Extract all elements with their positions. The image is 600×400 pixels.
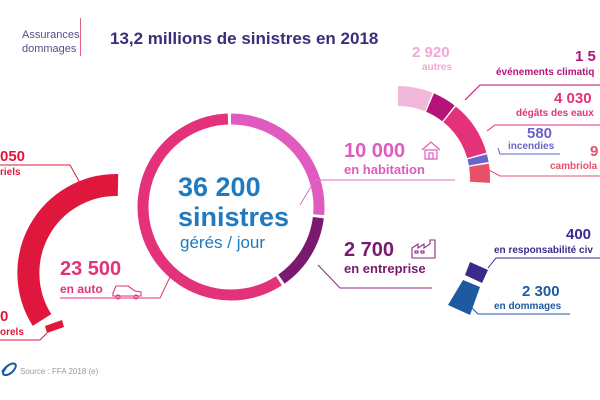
incendies-value: 580 [527,125,553,142]
entreprise-arc [448,262,488,315]
climatiques-label: événements climatiq [496,67,595,78]
rc-value: 400 [566,226,592,243]
center-value: 36 200 [178,172,261,202]
dommages-label: en dommages [494,301,562,312]
connector-auto [60,276,171,299]
connector-habitation [299,179,455,206]
degats-label: dégâts des eaux [516,108,594,119]
auto-value: 23 500 [60,258,122,280]
cambriolages-label: cambriola [550,161,598,172]
degats-value: 4 030 [554,90,592,107]
habitation-arc-segment-climatiques [425,93,455,122]
connector-materiels [0,164,81,184]
factory-icon [411,239,436,259]
auto-arc-segment-small [45,320,64,333]
climatiques-value: 1 5 [575,48,596,65]
connector-dommages [469,305,570,315]
house-icon [421,141,441,160]
center-word: sinistres [178,202,290,232]
habitation-value: 10 000 [344,140,406,162]
entreprise-label: en entreprise [344,261,426,276]
entreprise-arc-segment-dommages [448,280,480,315]
page-title: 13,2 millions de sinistres en 2018 [110,29,379,48]
autres-label: autres [422,62,453,73]
materiels-value: 050 [0,148,26,165]
materiels-label: riels [0,167,21,178]
entreprise-value: 2 700 [344,239,395,261]
auto-arc [17,173,119,333]
habitation-arc-segment-autres [397,86,433,112]
center-subtitle: gérés / jour [180,233,266,252]
habitation-arc-segment-incendies [467,154,489,166]
ring-segment-habitation [230,113,325,216]
ffa-logo-icon [1,362,17,376]
main-ring [137,113,325,301]
connector-lines [0,84,600,341]
habitation-label: en habitation [344,162,425,177]
connector-climatiques [464,84,600,101]
corporels-label: orels [0,327,24,338]
header-divider [80,18,81,56]
category-label: Assurances dommages [22,28,79,56]
car-icon [112,285,142,300]
connector-rc [487,257,600,269]
auto-label: en auto [60,282,103,296]
autres-value: 2 920 [412,44,450,61]
category-line-1: Assurances [22,29,80,41]
habitation-arc-segment-degats [443,106,487,159]
corporels-value: 0 [0,308,9,325]
connector-entreprise [317,264,432,289]
source-note: Source : FFA 2018 (e) [20,367,99,376]
incendies-label: incendies [508,141,555,152]
connector-cambriolages [484,167,600,177]
cambriolages-value: 9 [590,143,599,160]
ring-segment-auto [137,113,282,301]
ring-segment-entreprise [278,216,324,284]
entreprise-arc-segment-rc [465,262,488,283]
connector-degats [486,124,600,132]
dommages-value: 2 300 [522,283,560,300]
auto-arc-segment-main [17,173,119,326]
habitation-arc-segment-cambriolages [469,163,490,183]
habitation-arc [397,86,490,183]
connector-incendies [497,147,560,155]
rc-label: en responsabilité civ [494,245,593,256]
category-line-2: dommages [22,43,77,55]
connector-corporels [0,332,48,341]
